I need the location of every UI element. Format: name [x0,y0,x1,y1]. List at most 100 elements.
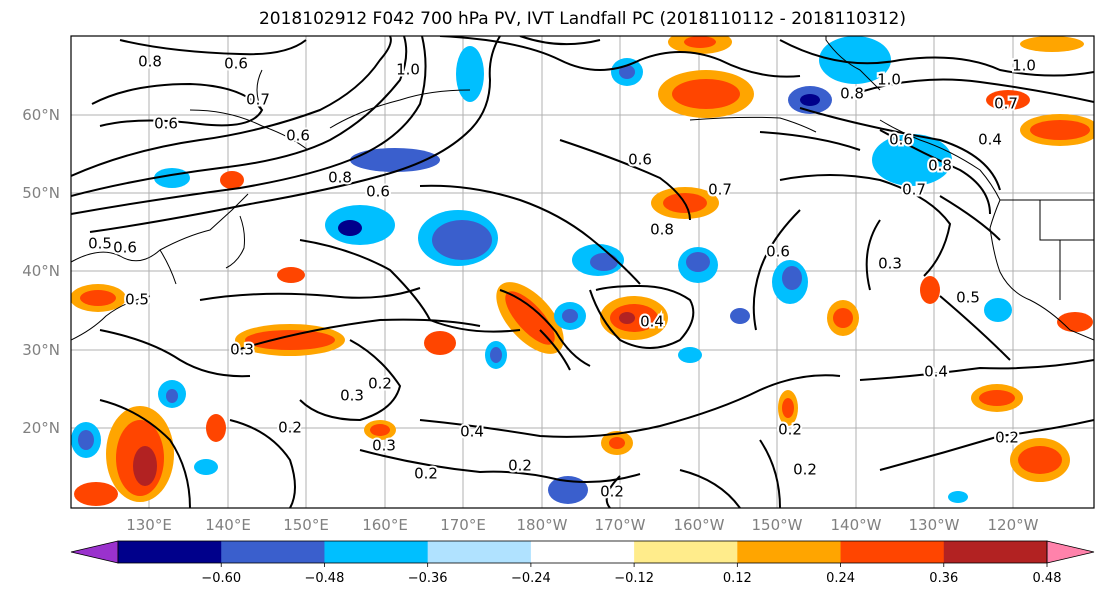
shade-positive [619,312,635,324]
lat-label: 50°N [22,184,60,202]
colorbar-swatch [530,541,635,563]
contour-label: 0.6 [766,243,790,261]
lon-label: 160°W [674,516,725,534]
coastlines [71,36,1094,341]
colorbar-swatch [427,541,532,563]
contour-label: 0.3 [372,437,396,455]
shade-positive [80,290,116,306]
shade-negative [800,94,820,106]
lon-label: 130°E [126,516,172,534]
shade-negative [432,220,492,260]
colorbar: −0.60 −0.48 −0.36 −0.24 −0.12 0.12 0.24 0.36 0.4… [70,540,1095,586]
shade-negative [872,134,952,186]
contour-label: 0.5 [88,235,112,253]
contour-label: 0.2 [995,429,1019,447]
shade-positive [245,330,335,350]
contour-label: 0.8 [328,169,352,187]
lon-label: 180°W [517,516,568,534]
contour-label: 0.2 [368,375,392,393]
figure-title: 2018102912 F042 700 hPa PV, IVT Landfall… [258,9,906,29]
contour-label: 0.2 [508,457,532,475]
shade-negative [619,65,635,79]
colorbar-tick-label: −0.60 [201,571,241,586]
contour-label: 0.4 [924,363,948,381]
colorbar-tick-label: 0.12 [723,571,752,586]
shade-positive [782,398,794,418]
colorbar-tick-label: 0.48 [1033,571,1062,586]
shade-negative [78,430,94,450]
map-frame [70,35,1095,509]
lon-label: 150°W [752,516,803,534]
contour-label: 0.6 [628,151,652,169]
shade-positive [220,171,244,189]
colorbar-swatches [70,540,1095,564]
shade-negative [166,389,178,403]
contour-label: 0.6 [154,115,178,133]
contour-label: 0.6 [113,239,137,257]
shade-negative [984,298,1012,322]
colorbar-tick-label: −0.12 [614,571,654,586]
shade-positive [1018,446,1062,474]
shade-negative [819,36,891,84]
shade-positive [370,424,390,436]
shade-positive [424,331,456,355]
shade-negative [730,308,750,324]
shade-positive [1057,312,1093,332]
colorbar-swatch [737,541,842,563]
contour-label: 0.7 [994,95,1018,113]
pv-contours [71,36,1094,508]
shade-positive [277,267,305,283]
contour-label: 0.6 [889,131,913,149]
contour-label: 1.0 [1012,57,1036,75]
contour-label: 0.6 [286,127,310,145]
shade-negative [678,347,702,363]
contour-label: 1.0 [396,61,420,79]
shade-negative [490,347,502,363]
shade-positive [1020,36,1084,52]
colorbar-swatch [634,541,738,563]
contour-label: 0.4 [640,313,664,331]
shade-negative [456,46,484,102]
lon-label: 170°E [440,516,486,534]
lon-label: 160°E [362,516,408,534]
contour-label: 0.7 [246,91,270,109]
contour-label: 0.7 [902,181,926,199]
contour-label: 0.2 [414,465,438,483]
shade-negative [948,491,968,503]
contour-label: 0.6 [224,55,248,73]
shade-positive [1030,120,1090,140]
colorbar-swatch [324,541,429,563]
colorbar-swatch [221,541,325,563]
shade-positive [133,446,157,486]
contour-label: 0.5 [956,289,980,307]
contour-label: 0.2 [778,421,802,439]
pv-shading [71,36,1094,506]
contour-label: 0.2 [600,483,624,501]
shade-positive [206,414,226,442]
shade-positive [684,36,716,48]
colorbar-tick-label: −0.48 [305,571,345,586]
contour-label: 0.8 [928,157,952,175]
contour-label: 0.8 [138,53,162,71]
lon-label: 130°W [909,516,960,534]
shade-positive [672,79,740,109]
shade-negative [590,253,618,271]
colorbar-tick-label: −0.36 [408,571,448,586]
colorbar-ticks: −0.60 −0.48 −0.36 −0.24 −0.12 0.12 0.24 0.36 0.4… [201,563,1062,586]
shade-positive [979,390,1015,406]
shade-positive [986,90,1030,110]
lon-labels: 130°E 140°E 150°E 160°E 170°E 180°W 170°… [126,516,1038,534]
contour-label: 0.6 [366,183,390,201]
colorbar-swatch [943,541,1048,563]
contour-label: 0.3 [340,387,364,405]
shade-positive [74,482,118,506]
contour-label: 0.3 [230,341,254,359]
shade-negative [194,459,218,475]
contour-labels: 0.8 0.60.70.60.51.00.80.60.60.60.80.71.00… [86,51,1038,503]
contour-label: 0.8 [840,85,864,103]
lat-label: 20°N [22,419,60,437]
contour-label: 1.0 [877,71,901,89]
shade-negative [562,309,578,323]
colorbar-border [117,540,1048,564]
